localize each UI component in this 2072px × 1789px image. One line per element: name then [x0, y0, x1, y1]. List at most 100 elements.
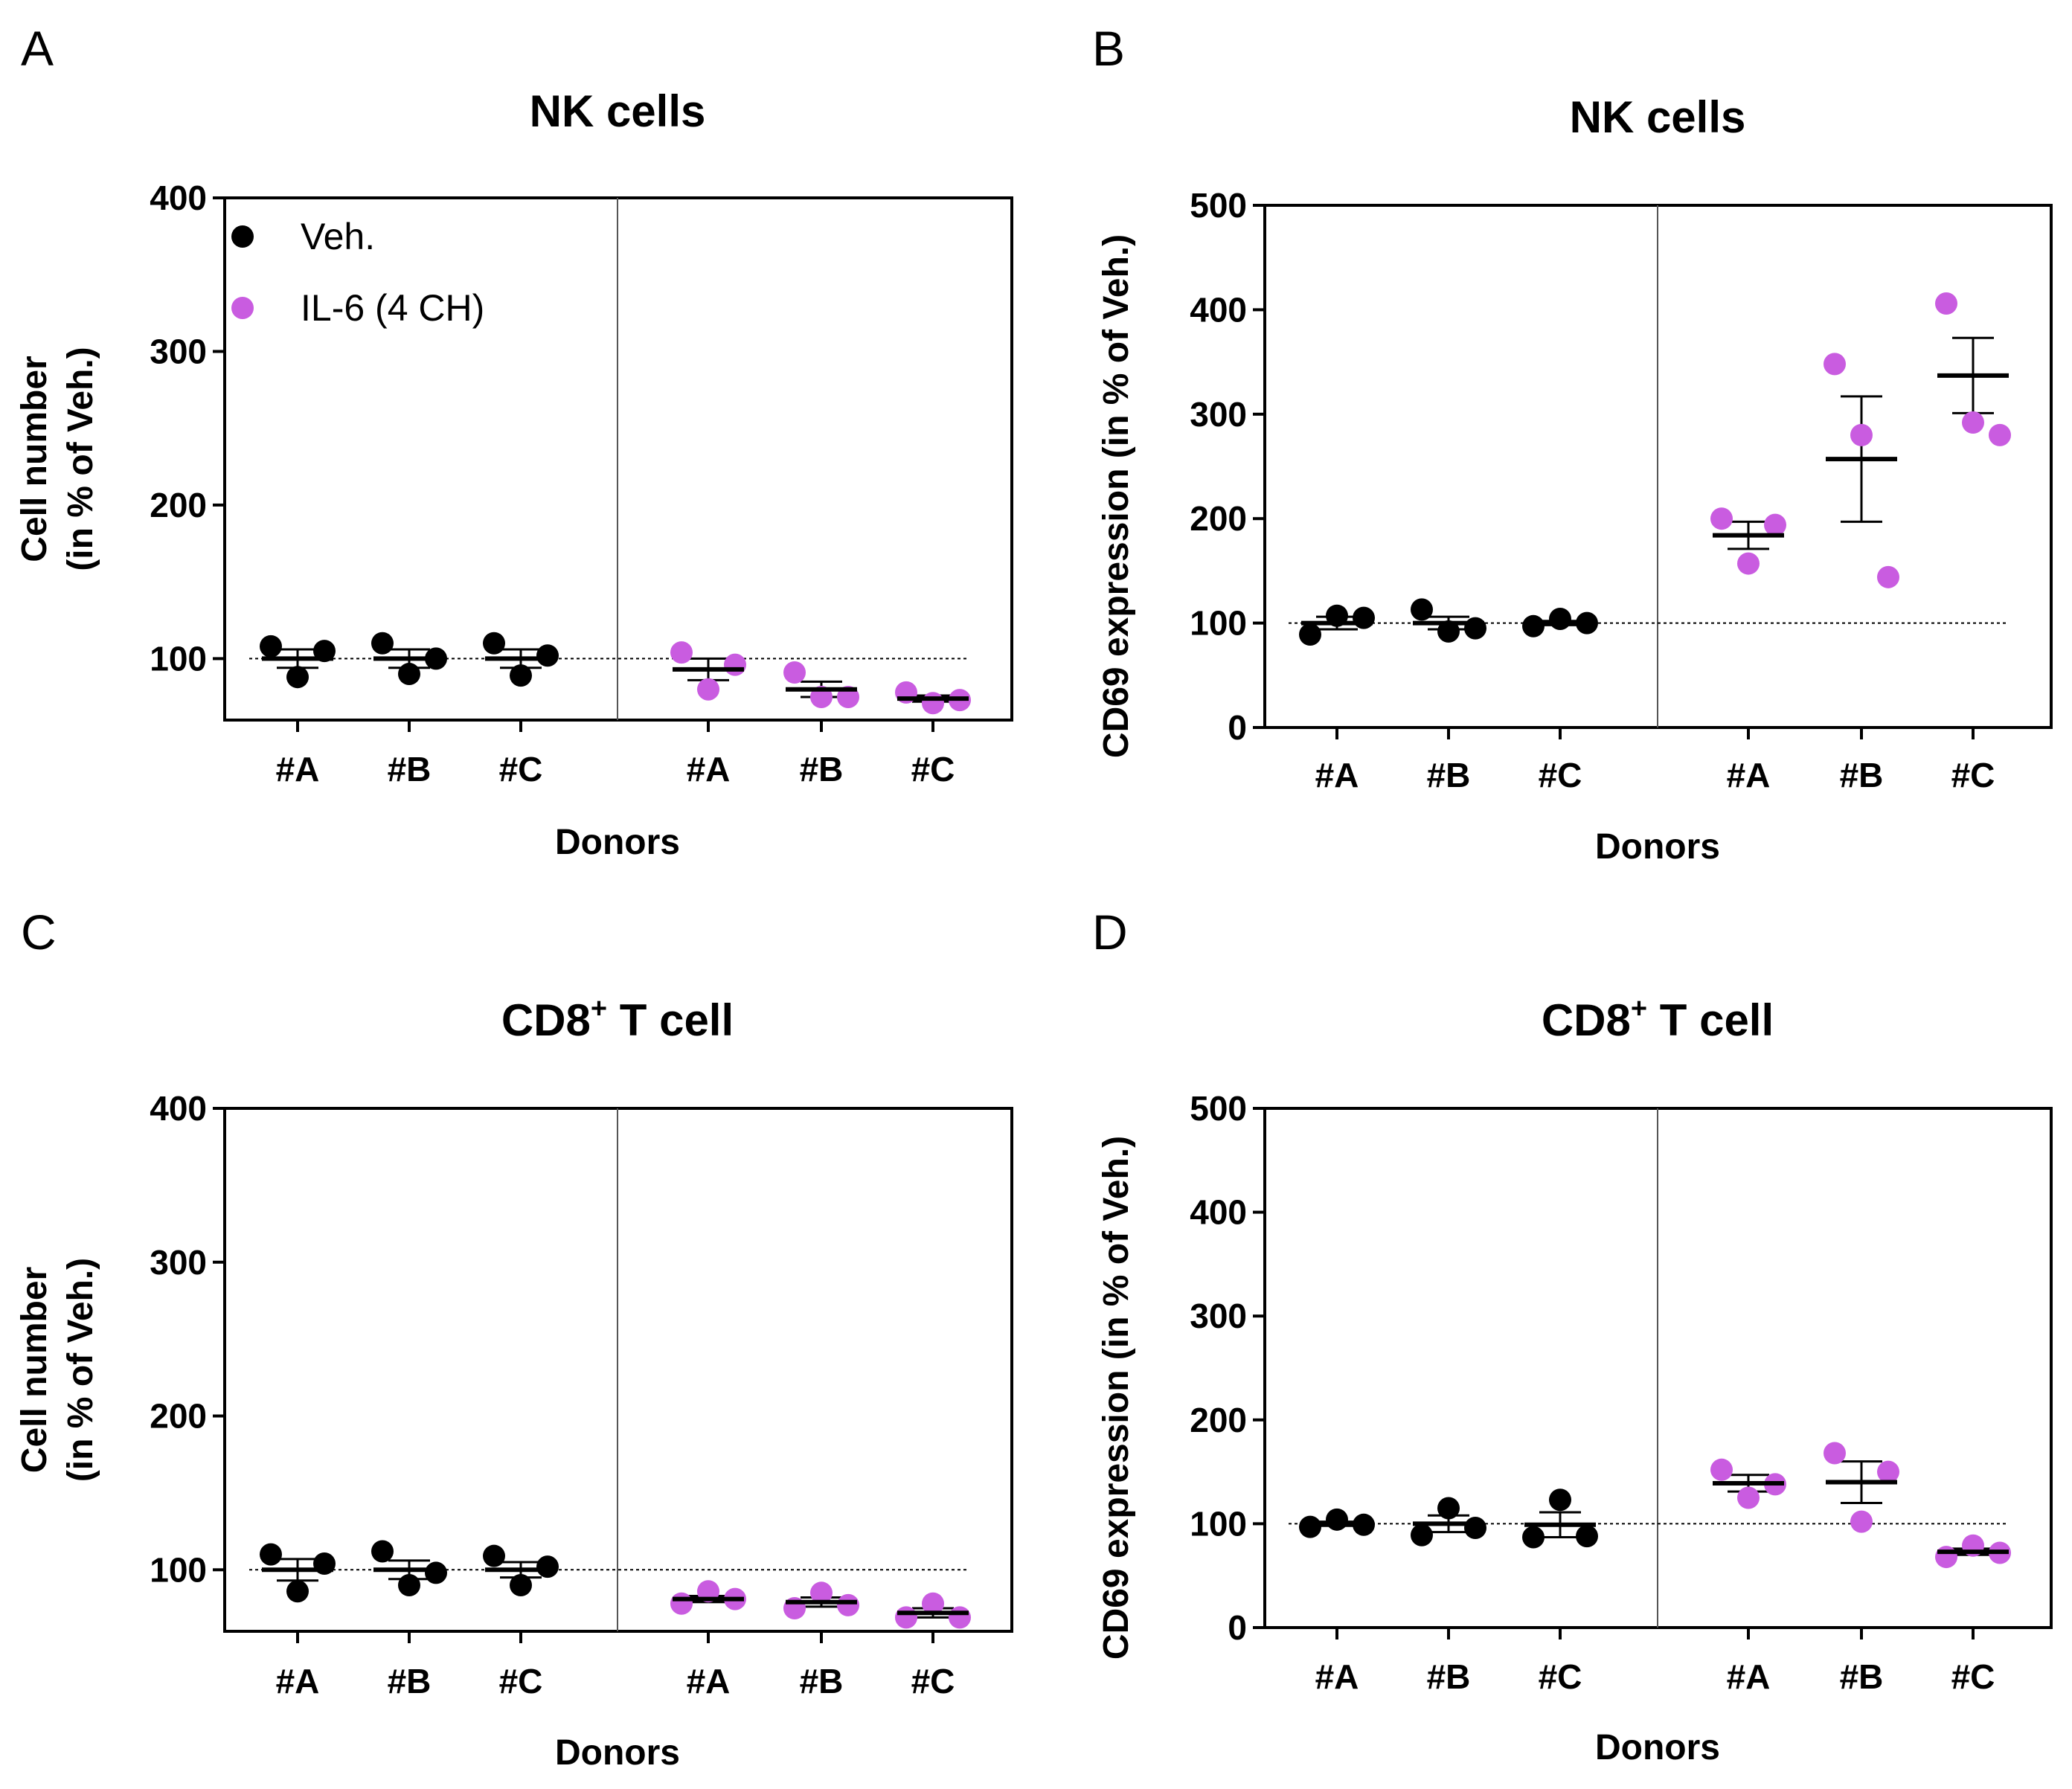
data-point: [895, 1606, 917, 1629]
data-point: [922, 692, 944, 715]
panel-b: B NK cells 0 100 200 300 400 500 CD69 expression…: [1092, 21, 2053, 867]
chart-title-main: CD8: [1542, 995, 1631, 1045]
x-tick-label: #A: [1727, 756, 1771, 794]
x-tick-label: #A: [687, 750, 731, 788]
y-axis-title: CD69 expression (in % of Veh.): [1097, 1136, 1136, 1660]
x-tick-label: #B: [800, 750, 844, 788]
x-tick-label: #B: [1427, 756, 1471, 794]
y-axis-title: Cell number: [15, 1267, 54, 1473]
y-tick-label: 300: [150, 332, 207, 370]
data-point: [1850, 423, 1873, 446]
data-point: [1464, 1516, 1486, 1539]
y-tick-label: 400: [1190, 290, 1247, 329]
data-point: [1522, 614, 1545, 637]
data-point: [783, 661, 806, 684]
y-tick-label: 100: [1190, 604, 1247, 643]
data-point: [510, 664, 532, 687]
chart-title-rest: T cell: [1647, 995, 1774, 1045]
chart-title: CD8+ T cell: [1542, 993, 1774, 1045]
x-tick-label: #C: [911, 1662, 955, 1700]
data-point: [1737, 552, 1760, 575]
data-point: [483, 632, 505, 655]
legend-label: Veh.: [301, 216, 375, 257]
x-tick-label: #C: [1539, 1657, 1582, 1696]
data-point: [1824, 1442, 1846, 1465]
y-axis-title: CD69 expression (in % of Veh.): [1097, 234, 1136, 758]
data-point: [949, 1606, 971, 1629]
x-tick-label: #A: [276, 1662, 320, 1700]
data-point: [1824, 353, 1846, 376]
y-tick-label: 0: [1228, 1608, 1247, 1647]
legend-marker: [231, 297, 254, 319]
data-point: [1877, 1460, 1899, 1483]
x-tick-label: #A: [1315, 1657, 1359, 1696]
panel-letter: B: [1092, 21, 1125, 76]
data-point: [1737, 1486, 1760, 1509]
data-point: [1299, 1515, 1321, 1538]
legend: Veh. IL-6 (4 CH): [231, 216, 484, 329]
data-point: [536, 644, 559, 667]
x-axis-title: Donors: [555, 823, 680, 862]
y-axis-title-line2: (in % of Veh.): [61, 347, 100, 571]
x-tick-label: #B: [1840, 756, 1884, 794]
data-point: [1522, 1526, 1545, 1549]
data-point: [1764, 513, 1786, 536]
x-axis-title: Donors: [555, 1733, 680, 1773]
chart-title-superscript: +: [591, 993, 607, 1024]
x-tick-label: #C: [1539, 756, 1582, 794]
y-tick-label: 100: [150, 639, 207, 678]
data-point: [1411, 598, 1433, 621]
y-tick-label: 200: [150, 1397, 207, 1436]
y-tick-label: 500: [1190, 1089, 1247, 1128]
data-point: [1576, 1525, 1598, 1548]
y-tick-label: 400: [150, 1089, 207, 1128]
chart-title: CD8+ T cell: [501, 993, 734, 1045]
data-point: [1710, 1458, 1733, 1481]
y-tick-label: 0: [1228, 708, 1247, 747]
data-point: [670, 1592, 693, 1615]
data-point: [1935, 292, 1957, 315]
y-tick-label: 200: [1190, 499, 1247, 538]
legend-label: IL-6 (4 CH): [301, 287, 484, 329]
chart-title: NK cells: [1570, 92, 1746, 142]
x-tick-label: #C: [499, 750, 543, 788]
data-point: [1710, 507, 1733, 530]
chart-title: NK cells: [530, 86, 706, 136]
data-point: [371, 632, 394, 655]
chart-title-main: NK cells: [530, 86, 706, 136]
y-tick-label: 300: [150, 1243, 207, 1282]
x-tick-label: #B: [800, 1662, 844, 1700]
x-tick-label: #B: [388, 750, 432, 788]
x-tick-label: #B: [1840, 1657, 1884, 1696]
data-point: [724, 653, 746, 676]
y-tick-label: 200: [150, 486, 207, 524]
y-tick-label: 400: [1190, 1193, 1247, 1232]
data-point: [260, 1543, 282, 1566]
panel-c: C CD8+ T cell 100 200 300 400 Cell number (in %…: [15, 905, 1013, 1773]
data-point: [1877, 565, 1899, 588]
data-point: [1353, 606, 1375, 629]
data-point: [922, 1592, 944, 1615]
y-tick-label: 300: [1190, 395, 1247, 434]
data-point: [1549, 607, 1571, 630]
panel-letter: C: [21, 905, 57, 960]
y-tick-label: 300: [1190, 1297, 1247, 1335]
data-point: [697, 678, 719, 701]
data-point: [398, 1573, 420, 1596]
panel-a: A NK cells 100 200 300 400 Cell number (in % of…: [15, 21, 1013, 862]
y-tick-label: 200: [1190, 1401, 1247, 1439]
data-point: [286, 666, 309, 689]
data-point: [425, 1561, 447, 1584]
data-point: [286, 1580, 309, 1603]
x-axis-title: Donors: [1595, 827, 1720, 867]
x-tick-label: #C: [1951, 1657, 1995, 1696]
panel-letter: A: [21, 21, 54, 76]
data-point: [1935, 1546, 1957, 1569]
x-tick-label: #B: [388, 1662, 432, 1700]
chart-title-rest: T cell: [607, 995, 734, 1045]
data-point: [1437, 620, 1460, 643]
data-point: [670, 641, 693, 664]
x-tick-label: #A: [1727, 1657, 1771, 1696]
x-tick-label: #B: [1427, 1657, 1471, 1696]
